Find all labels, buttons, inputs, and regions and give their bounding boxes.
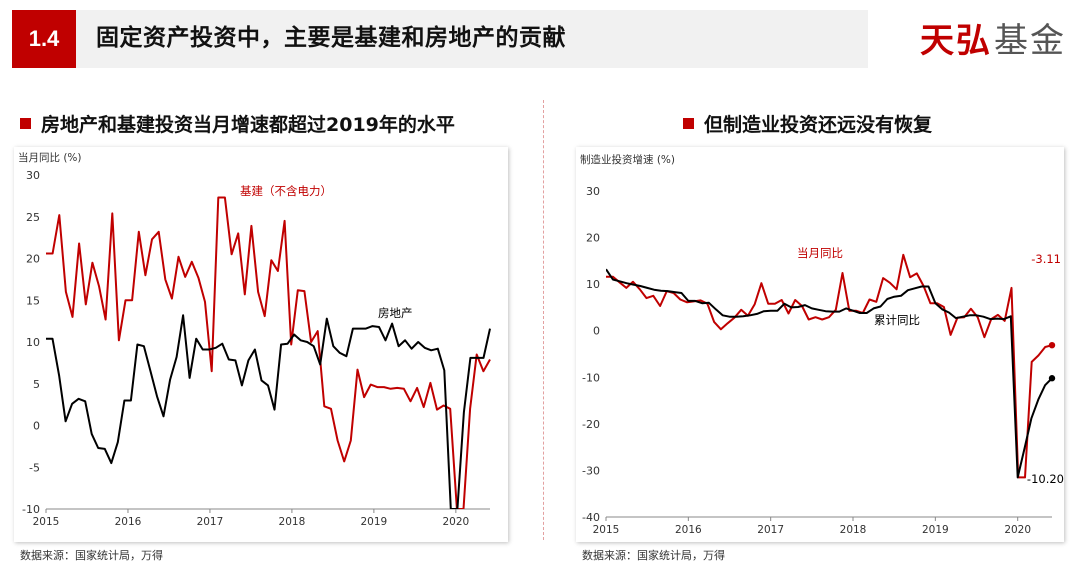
left-source-note: 数据来源：国家统计局，万得 — [20, 549, 163, 562]
y-tick-label: 0 — [33, 420, 40, 433]
y-axis-label: 制造业投资增速 (%) — [580, 153, 675, 166]
panel-divider — [543, 100, 544, 540]
series-line — [46, 196, 491, 509]
series-annotation: -3.11 — [1031, 252, 1061, 266]
y-tick-label: 0 — [593, 325, 600, 338]
slide-title: 固定资产投资中，主要是基建和房地产的贡献 — [96, 25, 566, 51]
x-tick-label: 2019 — [922, 524, 949, 536]
y-tick-label: 30 — [26, 169, 40, 182]
series-annotation: -10.20 — [1027, 472, 1064, 486]
y-tick-label: 20 — [586, 232, 600, 245]
y-tick-label: -40 — [582, 511, 600, 524]
y-tick-label: 30 — [586, 185, 600, 198]
brand-logo-mark: 天 弘 基 金 — [920, 21, 1064, 61]
header-bar — [12, 10, 868, 68]
y-tick-label: 25 — [26, 211, 40, 224]
infrastructure-realestate-chart: 当月同比 (%) 30 25 20 15 10 5 0 -5 -10 2015 2016 2017 201… — [14, 147, 508, 542]
x-tick-label: 2018 — [279, 516, 306, 528]
y-tick-label: 5 — [33, 378, 40, 391]
y-axis-label: 当月同比 (%) — [18, 151, 82, 164]
series-annotation: 基建（不含电力） — [240, 184, 332, 198]
y-tick-label: 10 — [586, 278, 600, 291]
right-source-note: 数据来源：国家统计局，万得 — [582, 549, 725, 562]
y-tick-label: 20 — [26, 253, 40, 266]
left-panel-heading: 房地产和基建投资当月增速都超过2019年的水平 — [20, 110, 455, 136]
series-annotation: 当月同比 — [797, 246, 843, 260]
svg-text:天: 天 — [920, 21, 954, 61]
x-tick-label: 2017 — [197, 516, 224, 528]
y-tick-label: -20 — [582, 418, 600, 431]
y-tick-label: -10 — [22, 503, 40, 516]
bullet-square-icon — [20, 118, 31, 129]
svg-text:弘: 弘 — [956, 21, 990, 61]
x-tick-label: 2016 — [115, 516, 142, 528]
x-tick-label: 2018 — [840, 524, 867, 536]
x-tick-label: 2017 — [757, 524, 784, 536]
series-line — [606, 253, 1053, 479]
series-annotation: 房地产 — [378, 306, 413, 320]
y-tick-label: -30 — [582, 464, 600, 477]
bullet-square-icon — [683, 118, 694, 129]
right-panel-heading-text: 但制造业投资还远没有恢复 — [704, 114, 933, 136]
section-number-badge: 1.4 — [12, 10, 76, 68]
series-end-dot — [1048, 341, 1056, 349]
series-annotation: 累计同比 — [874, 313, 920, 327]
y-tick-label: -10 — [582, 371, 600, 384]
y-tick-label: 10 — [26, 336, 40, 349]
y-tick-label: -5 — [29, 461, 40, 474]
x-tick-label: 2019 — [361, 516, 388, 528]
x-tick-label: 2020 — [1004, 524, 1031, 536]
brand-logo: 天 弘 基 金 — [918, 10, 1070, 68]
x-tick-label: 2015 — [593, 524, 620, 536]
svg-text:金: 金 — [1030, 21, 1064, 61]
series-end-dot — [1048, 375, 1056, 382]
series-line — [46, 314, 491, 509]
left-panel-heading-text: 房地产和基建投资当月增速都超过2019年的水平 — [41, 114, 455, 136]
series-line — [606, 268, 1053, 479]
y-tick-label: 15 — [26, 294, 40, 307]
x-tick-label: 2016 — [675, 524, 702, 536]
x-tick-label: 2020 — [442, 516, 469, 528]
manufacturing-investment-chart: 制造业投资增速 (%) 30 20 10 0 -10 -20 -30 -40 2015 2016 20… — [576, 147, 1064, 542]
right-panel-heading: 但制造业投资还远没有恢复 — [683, 110, 932, 136]
x-tick-label: 2015 — [33, 516, 60, 528]
svg-text:基: 基 — [994, 21, 1028, 61]
